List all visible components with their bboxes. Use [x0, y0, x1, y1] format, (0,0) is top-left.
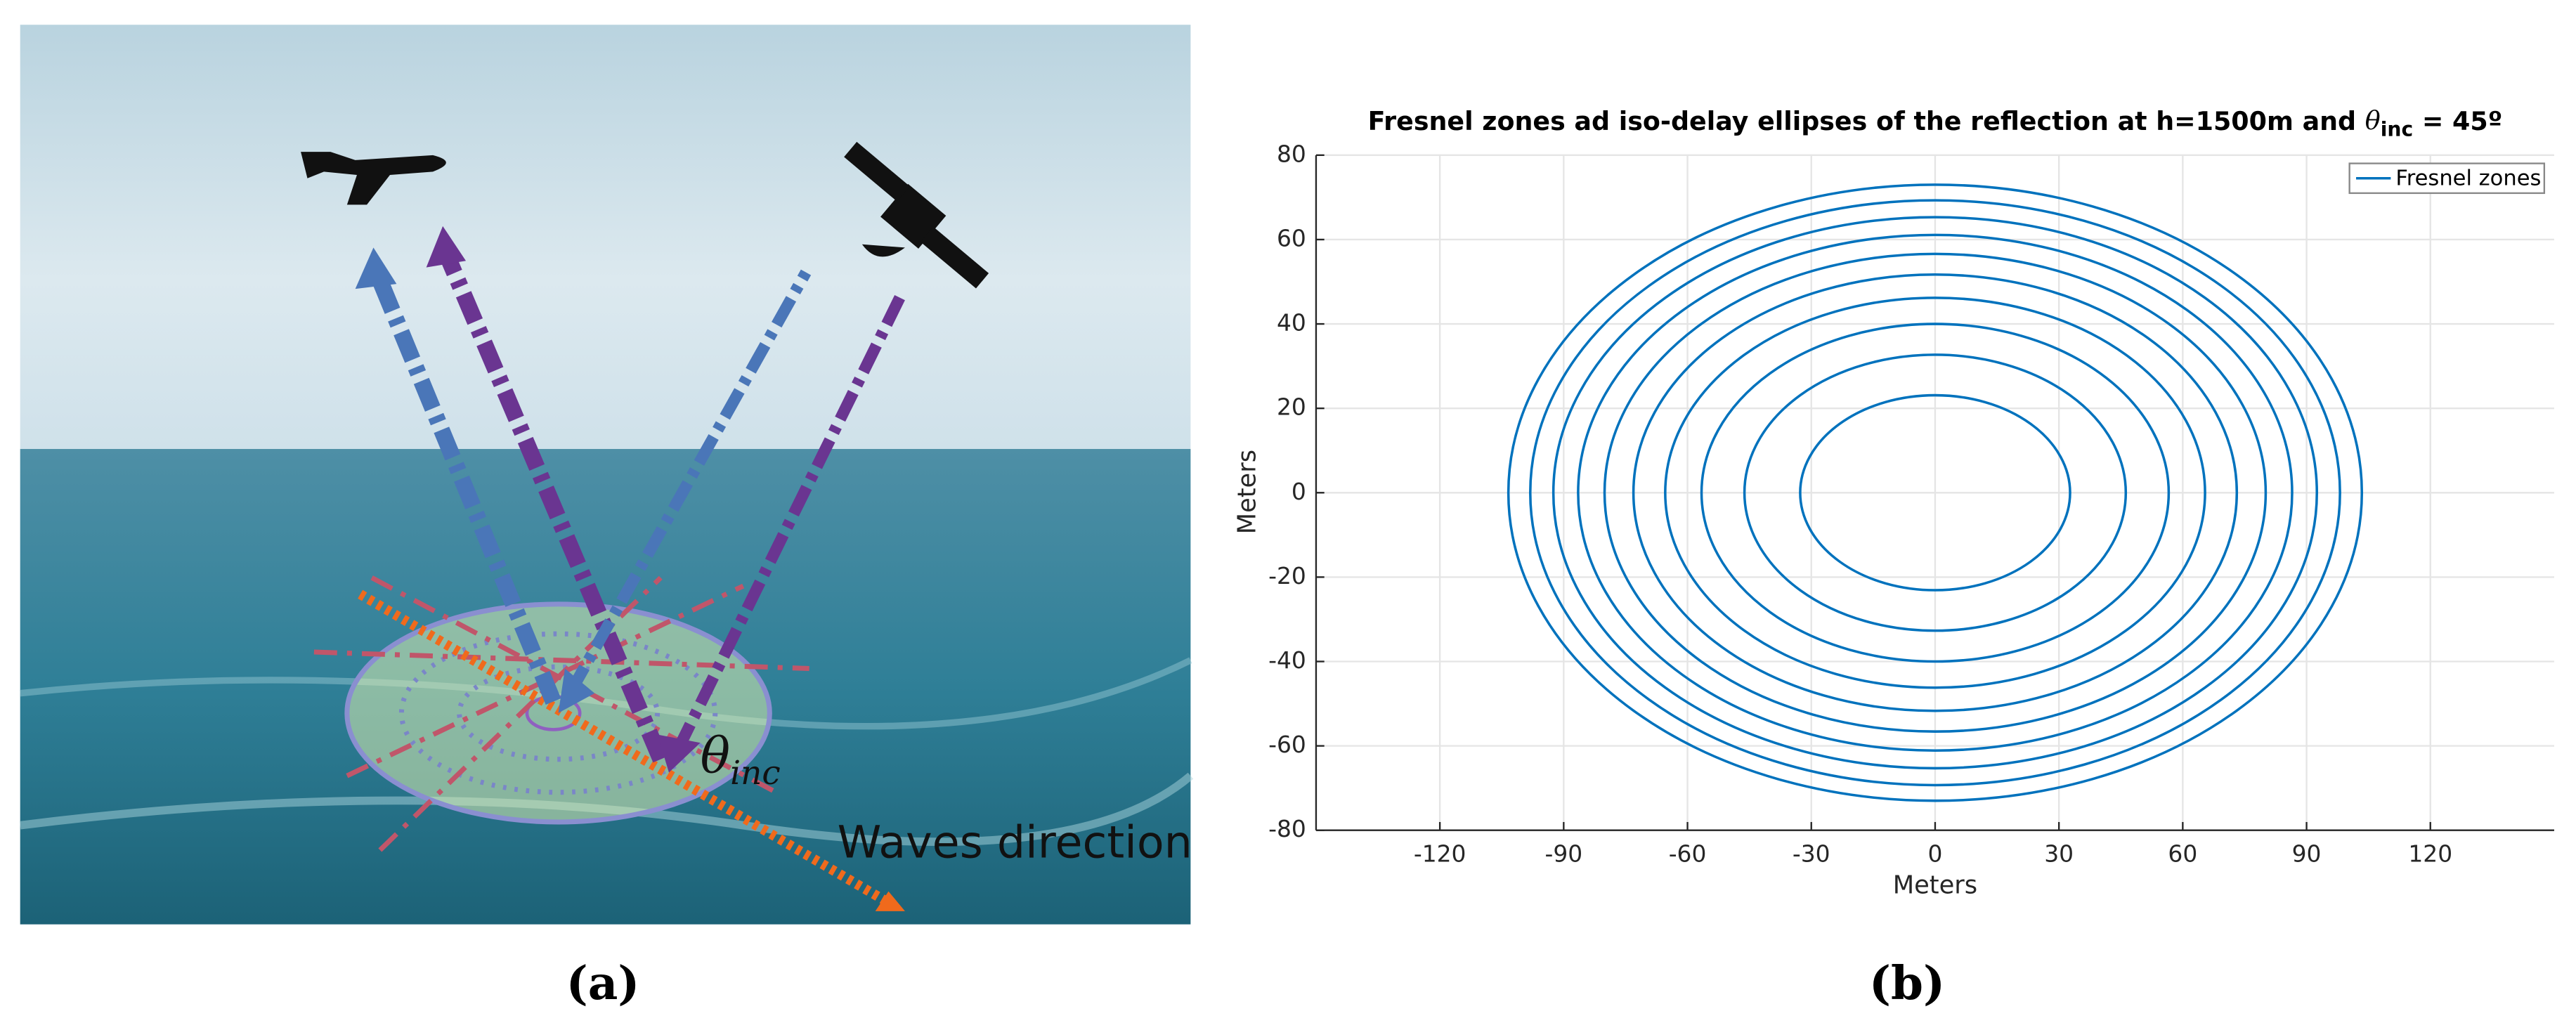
arrow-head [657, 734, 701, 773]
arrow-head [558, 668, 595, 713]
y-tick-label: 60 [1277, 224, 1306, 252]
angle-label: θinc [701, 726, 781, 793]
x-tick-label: -30 [1793, 840, 1830, 867]
wave [19, 772, 1194, 847]
y-tick-label: 20 [1277, 393, 1306, 421]
x-tick-label: 120 [2408, 840, 2452, 867]
annotation: Waves direction [838, 816, 1192, 868]
y-tick-label: -40 [1268, 646, 1306, 674]
x-tick-label: -60 [1669, 840, 1707, 867]
fresnel-zone [1577, 233, 2294, 752]
arrow-head [426, 226, 467, 268]
fresnel-zone [1529, 199, 2341, 787]
fresnel-zone [1799, 393, 2071, 592]
fresnel-zone [1632, 273, 2239, 712]
airplane [301, 152, 446, 205]
y-tick-label: 80 [1277, 140, 1306, 167]
fresnel-zone [1603, 252, 2268, 733]
arrow-head [355, 247, 397, 289]
x-axis-label: Meters [1893, 871, 1977, 900]
zone [457, 664, 661, 762]
x-tick-label: 0 [1927, 840, 1942, 867]
fresnel-zone [1552, 216, 2319, 770]
signal-rays [372, 257, 906, 763]
panel-label: (a) [566, 956, 640, 1010]
x-tick-label: 90 [2292, 840, 2322, 867]
fresnel-zone [1700, 322, 2171, 663]
panel-label: (b) [1869, 956, 1945, 1010]
fresnel-zone [1664, 296, 2206, 689]
x-tick-label: -90 [1544, 840, 1582, 867]
y-tick-label: -20 [1268, 562, 1306, 589]
y-tick-label: 0 [1292, 478, 1306, 505]
fresnel-zone [1743, 353, 2128, 632]
y-tick-label: -80 [1268, 815, 1306, 842]
y-axis-label: Meters [1233, 450, 1262, 534]
arrow-head [875, 891, 905, 911]
x-tick-label: 60 [2168, 840, 2197, 867]
wave-direction-line [358, 589, 895, 909]
y-tick-label: -60 [1268, 731, 1306, 758]
satellite [844, 141, 989, 289]
x-tick-label: -120 [1414, 840, 1466, 867]
sky [20, 25, 1191, 450]
y-tick-label: 40 [1277, 309, 1306, 337]
illustration: θinc Waves direction [19, 25, 1194, 925]
fresnel-zone [1507, 183, 2364, 802]
zone [398, 631, 718, 795]
x-tick-label: 30 [2044, 840, 2074, 867]
legend-label: Fresnel zones [2395, 166, 2541, 190]
chart-title: Fresnel zones ad iso-delay ellipses of t… [1368, 105, 2503, 141]
